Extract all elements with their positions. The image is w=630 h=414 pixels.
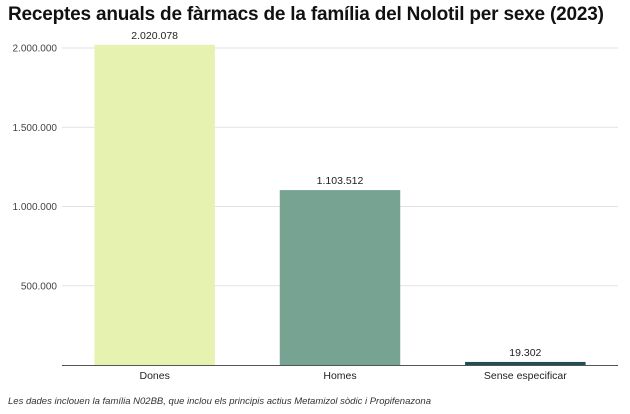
bar [94,44,215,366]
data-label: 1.103.512 [317,175,364,187]
data-labels: 2.020.078 1.103.512 19.302 [131,30,541,359]
footnote: Les dades inclouen la família N02BB, que… [8,396,431,407]
y-tick-label: 500.000 [21,281,58,292]
y-tick-label: 1.500.000 [13,123,58,134]
chart-title: Receptes anuals de fàrmacs de la família… [8,4,604,25]
y-tick-label: 1.000.000 [13,202,58,213]
bars [94,44,586,366]
bar [279,190,401,365]
bar [465,361,586,365]
x-tick-label: Homes [323,370,356,382]
data-label: 19.302 [509,347,541,359]
y-axis-ticks: 500.000 1.000.000 1.500.000 2.000.000 [13,44,58,293]
x-tick-label: Dones [139,370,169,382]
data-label: 2.020.078 [131,30,178,42]
x-axis-labels: Dones Homes Sense especificar [139,370,567,382]
y-tick-label: 2.000.000 [13,44,58,55]
x-tick-label: Sense especificar [484,370,567,382]
